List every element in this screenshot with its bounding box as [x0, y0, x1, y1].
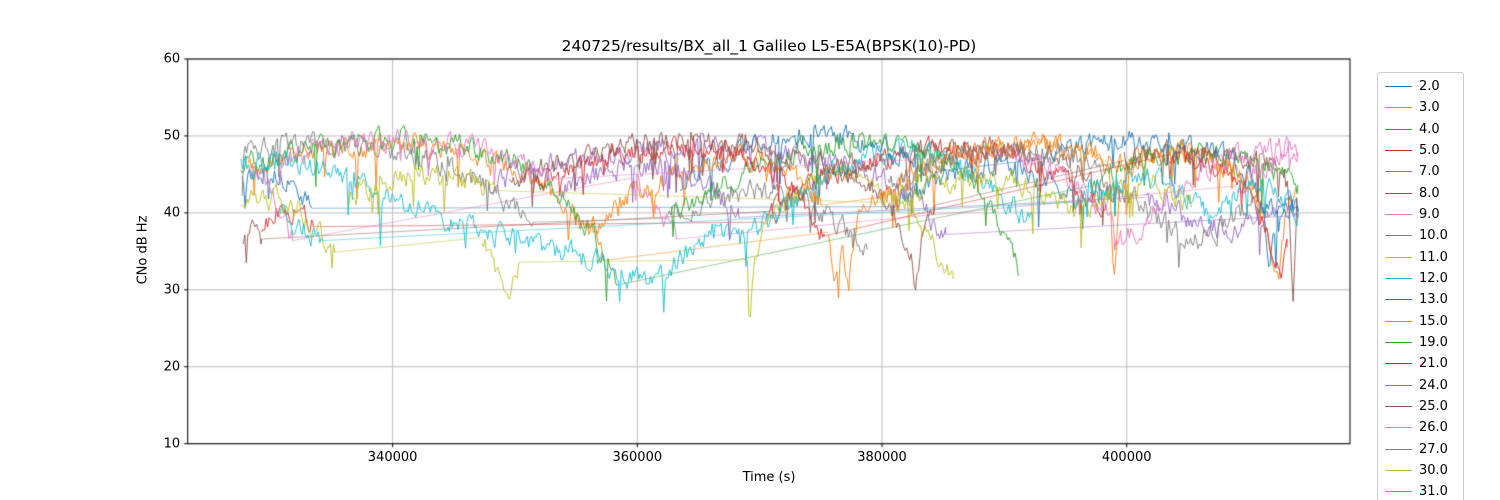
legend-line-sample	[1385, 384, 1412, 386]
legend-line-sample	[1385, 299, 1412, 301]
legend-entry: 12.0	[1378, 268, 1463, 289]
legend-line-sample	[1385, 427, 1412, 429]
legend-entry: 4.0	[1378, 119, 1463, 140]
legend-line-sample	[1385, 342, 1412, 344]
legend-entry: 13.0	[1378, 289, 1463, 310]
x-tick-label: 340000	[367, 450, 418, 465]
legend-entry: 7.0	[1378, 161, 1463, 182]
legend-entry-label: 5.0	[1419, 143, 1440, 159]
legend-entry-label: 8.0	[1419, 185, 1440, 201]
y-tick-label: 60	[163, 51, 181, 67]
x-tick-label: 400000	[1101, 450, 1152, 465]
legend-line-sample	[1385, 214, 1412, 216]
legend-line-sample	[1385, 150, 1412, 152]
legend-line-sample	[1385, 171, 1412, 173]
legend-entry-label: 12.0	[1419, 271, 1448, 287]
legend-line-sample	[1385, 406, 1412, 408]
legend-entry-label: 26.0	[1419, 420, 1448, 436]
legend-entry: 5.0	[1378, 140, 1463, 161]
legend-entry-label: 10.0	[1419, 228, 1448, 244]
x-tick-label: 360000	[612, 450, 663, 465]
legend-entry-label: 3.0	[1419, 100, 1440, 116]
legend-entry: 30.0	[1378, 460, 1463, 481]
legend-line-sample	[1385, 491, 1412, 493]
legend-line-sample	[1385, 256, 1412, 258]
legend-entry-label: 25.0	[1419, 399, 1448, 415]
legend-entry-label: 9.0	[1419, 207, 1440, 223]
legend-entry: 21.0	[1378, 353, 1463, 374]
legend-entry: 8.0	[1378, 183, 1463, 204]
legend-line-sample	[1385, 363, 1412, 365]
legend-entry-label: 11.0	[1419, 249, 1448, 265]
legend-line-sample	[1385, 235, 1412, 237]
legend-entry: 19.0	[1378, 332, 1463, 353]
legend-line-sample	[1385, 107, 1412, 109]
legend-entry: 24.0	[1378, 375, 1463, 396]
legend-entry-label: 30.0	[1419, 463, 1448, 479]
chart-title: 240725/results/BX_all_1 Galileo L5-E5A(B…	[561, 37, 977, 55]
legend-line-sample	[1385, 470, 1412, 472]
legend-entry-label: 13.0	[1419, 292, 1448, 308]
y-tick-label: 20	[163, 359, 181, 375]
x-axis-label: Time (s)	[742, 470, 796, 485]
legend-entry: 9.0	[1378, 204, 1463, 225]
x-tick-label: 380000	[857, 450, 907, 465]
legend-entry: 31.0	[1378, 481, 1463, 500]
legend-entry-label: 4.0	[1419, 121, 1440, 137]
legend-entry-label: 7.0	[1419, 164, 1440, 180]
y-tick-label: 10	[163, 436, 181, 452]
legend-line-sample	[1385, 192, 1412, 194]
y-tick-label: 30	[163, 282, 181, 298]
legend-entry: 2.0	[1378, 76, 1463, 97]
legend-entry-label: 15.0	[1419, 313, 1448, 329]
legend-line-sample	[1385, 128, 1412, 130]
legend-entry-label: 31.0	[1419, 484, 1448, 500]
legend-entry: 11.0	[1378, 247, 1463, 268]
legend-line-sample	[1385, 320, 1412, 322]
legend-entry-label: 24.0	[1419, 377, 1448, 393]
legend-line-sample	[1385, 278, 1412, 280]
legend-entry-label: 27.0	[1419, 441, 1448, 457]
legend-entry: 3.0	[1378, 97, 1463, 118]
legend-line-sample	[1385, 86, 1412, 88]
y-tick-label: 50	[163, 128, 181, 144]
legend-entry: 10.0	[1378, 225, 1463, 246]
y-axis-label: CNo dB Hz	[135, 215, 151, 285]
legend-entry: 25.0	[1378, 396, 1463, 417]
legend: 2.0 3.0 4.0 5.0 7.0 8.0 9.0 10.0 11.0 12.0 13.0 15.…	[1377, 72, 1464, 500]
legend-entry: 15.0	[1378, 311, 1463, 332]
legend-entry-label: 19.0	[1419, 335, 1448, 351]
y-tick-label: 40	[163, 205, 181, 221]
legend-entry-label: 2.0	[1419, 79, 1440, 95]
legend-entry: 27.0	[1378, 439, 1463, 460]
legend-entry-label: 21.0	[1419, 356, 1448, 372]
legend-entry: 26.0	[1378, 417, 1463, 438]
legend-line-sample	[1385, 448, 1412, 450]
